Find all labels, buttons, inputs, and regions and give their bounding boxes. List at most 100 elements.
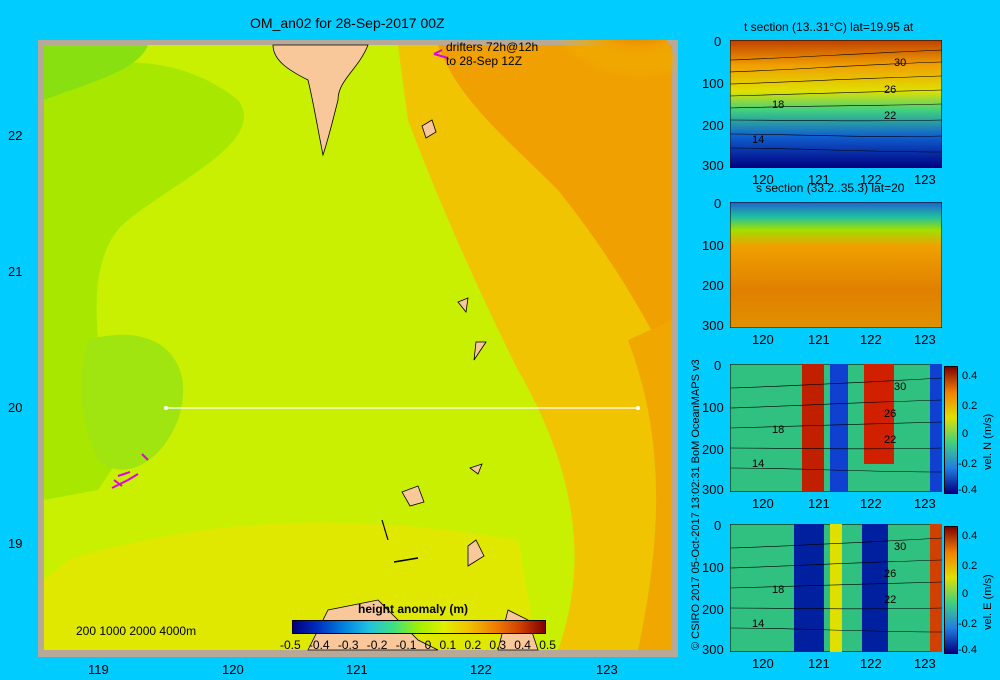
p3-c26: 26 xyxy=(884,408,897,420)
veln-colorbar xyxy=(944,366,958,494)
yellow-band-south xyxy=(44,522,538,650)
lon-tick-120: 120 xyxy=(222,662,244,677)
land-taiwan xyxy=(272,44,369,157)
p4-cb-04: 0.4 xyxy=(962,530,978,542)
p4-y200: 200 xyxy=(702,602,724,617)
p2-x121: 121 xyxy=(808,332,830,347)
p3-x123: 123 xyxy=(914,496,936,511)
p1-c14: 14 xyxy=(752,134,765,146)
warm-core xyxy=(458,40,678,170)
p4-cb-m04: -0.4 xyxy=(958,644,977,656)
p4-x120: 120 xyxy=(752,656,774,671)
colorbar-title: height anomaly (m) xyxy=(358,602,469,616)
island xyxy=(473,341,487,361)
p1-y0: 0 xyxy=(714,34,722,49)
salinity-section-panel[interactable] xyxy=(730,202,942,328)
colorbar-labels: -0.5 -0.4 -0.3 -0.2 -0.1 0 0.1 0.2 0.3 0… xyxy=(280,638,556,652)
p4-c26: 26 xyxy=(884,568,897,580)
green-region-south xyxy=(81,334,184,470)
island xyxy=(393,557,419,563)
velocity-north-panel[interactable] xyxy=(730,364,942,492)
cb-label: -0.2 xyxy=(366,638,388,652)
height-anomaly-map[interactable] xyxy=(38,40,678,657)
vele-band xyxy=(794,524,824,652)
p3-x122: 122 xyxy=(860,496,882,511)
velocity-east-panel[interactable] xyxy=(730,524,942,652)
credit-text: © CSIRO 2017 05-Oct-2017 13:02:31 BoM Oc… xyxy=(690,359,702,650)
p3-y300: 300 xyxy=(702,482,724,497)
temp-field xyxy=(730,40,942,168)
lat-tick-22: 22 xyxy=(8,128,23,143)
p1-c22: 22 xyxy=(884,110,897,122)
p3-y100: 100 xyxy=(702,400,724,415)
p3-cb-02: 0.2 xyxy=(962,400,978,412)
p4-x122: 122 xyxy=(860,656,882,671)
p3-cb-m02: -0.2 xyxy=(958,458,977,470)
p2-y0: 0 xyxy=(714,196,722,211)
p3-x120: 120 xyxy=(752,496,774,511)
p2-y100: 100 xyxy=(702,238,724,253)
lat-tick-19: 19 xyxy=(8,536,23,551)
vele-contours xyxy=(730,537,942,633)
drifters-label-1: drifters 72h@12h xyxy=(446,40,539,54)
lat-tick-20: 20 xyxy=(8,400,23,415)
cb-label: -0.5 xyxy=(280,638,301,652)
lat-tick-21: 21 xyxy=(8,264,23,279)
vele-band xyxy=(862,524,888,652)
p3-c14: 14 xyxy=(752,458,765,470)
p3-cb-m04: -0.4 xyxy=(958,484,977,496)
p1-x120: 120 xyxy=(752,172,774,187)
green-region-core xyxy=(44,45,148,100)
cb-label: 0.4 xyxy=(514,638,531,652)
p3-c22: 22 xyxy=(884,434,897,446)
island xyxy=(381,519,389,541)
p4-y100: 100 xyxy=(702,560,724,575)
p3-cb-0: 0 xyxy=(962,428,969,440)
p2-x122: 122 xyxy=(860,332,882,347)
section-2-title: s section (33.2..35.3) lat=20 xyxy=(756,181,905,195)
cb-label: 0 xyxy=(424,638,432,652)
p2-x123: 123 xyxy=(914,332,936,347)
p1-c18: 18 xyxy=(772,99,785,111)
p1-x122: 122 xyxy=(860,172,882,187)
island xyxy=(421,119,437,139)
cb-label: -0.4 xyxy=(308,638,330,652)
p4-cb-02: 0.2 xyxy=(962,560,978,572)
p4-y300: 300 xyxy=(702,642,724,657)
lon-tick-122: 122 xyxy=(470,662,492,677)
veln-band xyxy=(802,364,824,492)
p3-y200: 200 xyxy=(702,442,724,457)
vele-band xyxy=(930,524,942,652)
p3-c18: 18 xyxy=(772,424,785,436)
temp-contours xyxy=(730,49,942,153)
veln-cbar-label: vel. N (m/s) xyxy=(982,413,994,470)
map-title: OM_an02 for 28-Sep-2017 00Z xyxy=(250,15,445,31)
p1-x121: 121 xyxy=(808,172,830,187)
salinity-field xyxy=(730,202,942,328)
p3-c30: 30 xyxy=(894,381,907,393)
p4-c18: 18 xyxy=(772,584,785,596)
p3-cb-04: 0.4 xyxy=(962,370,978,382)
depth-legend: 200 1000 2000 4000m xyxy=(76,624,197,638)
veln-band xyxy=(930,364,942,492)
island xyxy=(457,297,469,313)
p1-x123: 123 xyxy=(914,172,936,187)
p3-y0: 0 xyxy=(714,358,722,373)
veln-band xyxy=(830,364,848,492)
cb-label: 0.1 xyxy=(439,638,457,652)
p2-x120: 120 xyxy=(752,332,774,347)
p4-c22: 22 xyxy=(884,594,897,606)
p4-c14: 14 xyxy=(752,618,765,630)
section-1-title: t section (13..31°C) lat=19.95 at xyxy=(744,20,914,34)
temperature-section-panel[interactable] xyxy=(730,40,942,168)
warm-region-se xyxy=(628,320,672,650)
lon-tick-123: 123 xyxy=(596,662,618,677)
p1-c30: 30 xyxy=(894,57,907,69)
vele-colorbar xyxy=(944,526,958,654)
island xyxy=(467,539,485,567)
p4-c30: 30 xyxy=(894,541,907,553)
p1-c26: 26 xyxy=(884,84,897,96)
p4-cb-0: 0 xyxy=(962,588,969,600)
cb-label: -0.3 xyxy=(337,638,359,652)
cb-label: 0.2 xyxy=(464,638,482,652)
